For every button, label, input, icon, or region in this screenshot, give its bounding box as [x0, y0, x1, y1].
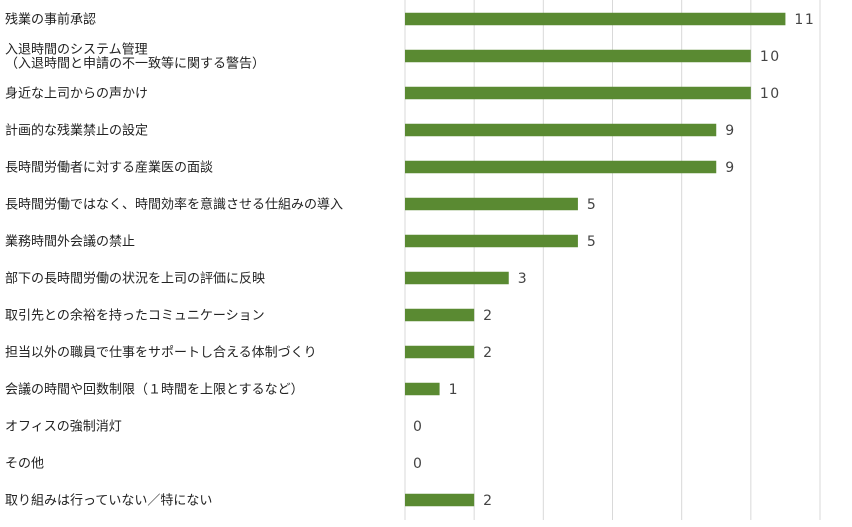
bar: [405, 234, 578, 248]
bar: [405, 123, 717, 137]
category-label: 長時間労働ではなく、時間効率を意識させる仕組みの導入: [5, 197, 343, 213]
bar: [405, 197, 578, 211]
bar: [405, 49, 751, 63]
category-label: 会議の時間や回数制限（１時間を上限とするなど）: [5, 383, 304, 398]
value-label: 5: [587, 234, 597, 250]
category-label: 長時間労働者に対する産業医の面談: [5, 160, 213, 176]
value-label: 9: [725, 123, 735, 139]
value-label: 11: [794, 12, 815, 28]
value-label: 3: [518, 271, 528, 287]
value-label: 2: [483, 493, 493, 509]
category-label: 残業の事前承認: [5, 12, 96, 28]
bar: [405, 160, 717, 174]
value-label: 5: [587, 197, 597, 213]
bar: [405, 271, 509, 285]
value-label: 9: [725, 160, 735, 176]
value-label: 0: [413, 456, 423, 472]
category-label: 取り組みは行っていない／特にない: [5, 494, 212, 509]
category-label: オフィスの強制消灯: [5, 420, 122, 435]
value-label: 1: [449, 382, 459, 398]
value-label: 2: [483, 345, 493, 361]
category-label: その他: [5, 457, 44, 472]
value-label: 2: [483, 308, 493, 324]
gridlines: [404, 0, 821, 520]
bars: [405, 12, 786, 507]
bar: [405, 86, 751, 100]
category-label: 身近な上司からの声かけ: [5, 86, 148, 102]
bar: [405, 345, 475, 359]
category-label: 取引先との余裕を持ったコミュニケーション: [5, 308, 265, 324]
bar: [405, 382, 440, 396]
category-label: 業務時間外会議の禁止: [5, 234, 135, 250]
category-label: 部下の長時間労働の状況を上司の評価に反映: [5, 272, 265, 287]
category-label: 計画的な残業禁止の設定: [5, 123, 148, 139]
bar: [405, 12, 786, 26]
bar: [405, 308, 475, 322]
value-label: 10: [760, 49, 781, 65]
value-label: 0: [413, 419, 423, 435]
category-label: 担当以外の職員で仕事をサポートし合える体制づくり: [5, 346, 317, 361]
value-label: 10: [760, 86, 781, 102]
category-label: 入退時間のシステム管理（入退時間と申請の不一致等に関する警告）: [5, 43, 265, 72]
bar: [405, 493, 475, 507]
